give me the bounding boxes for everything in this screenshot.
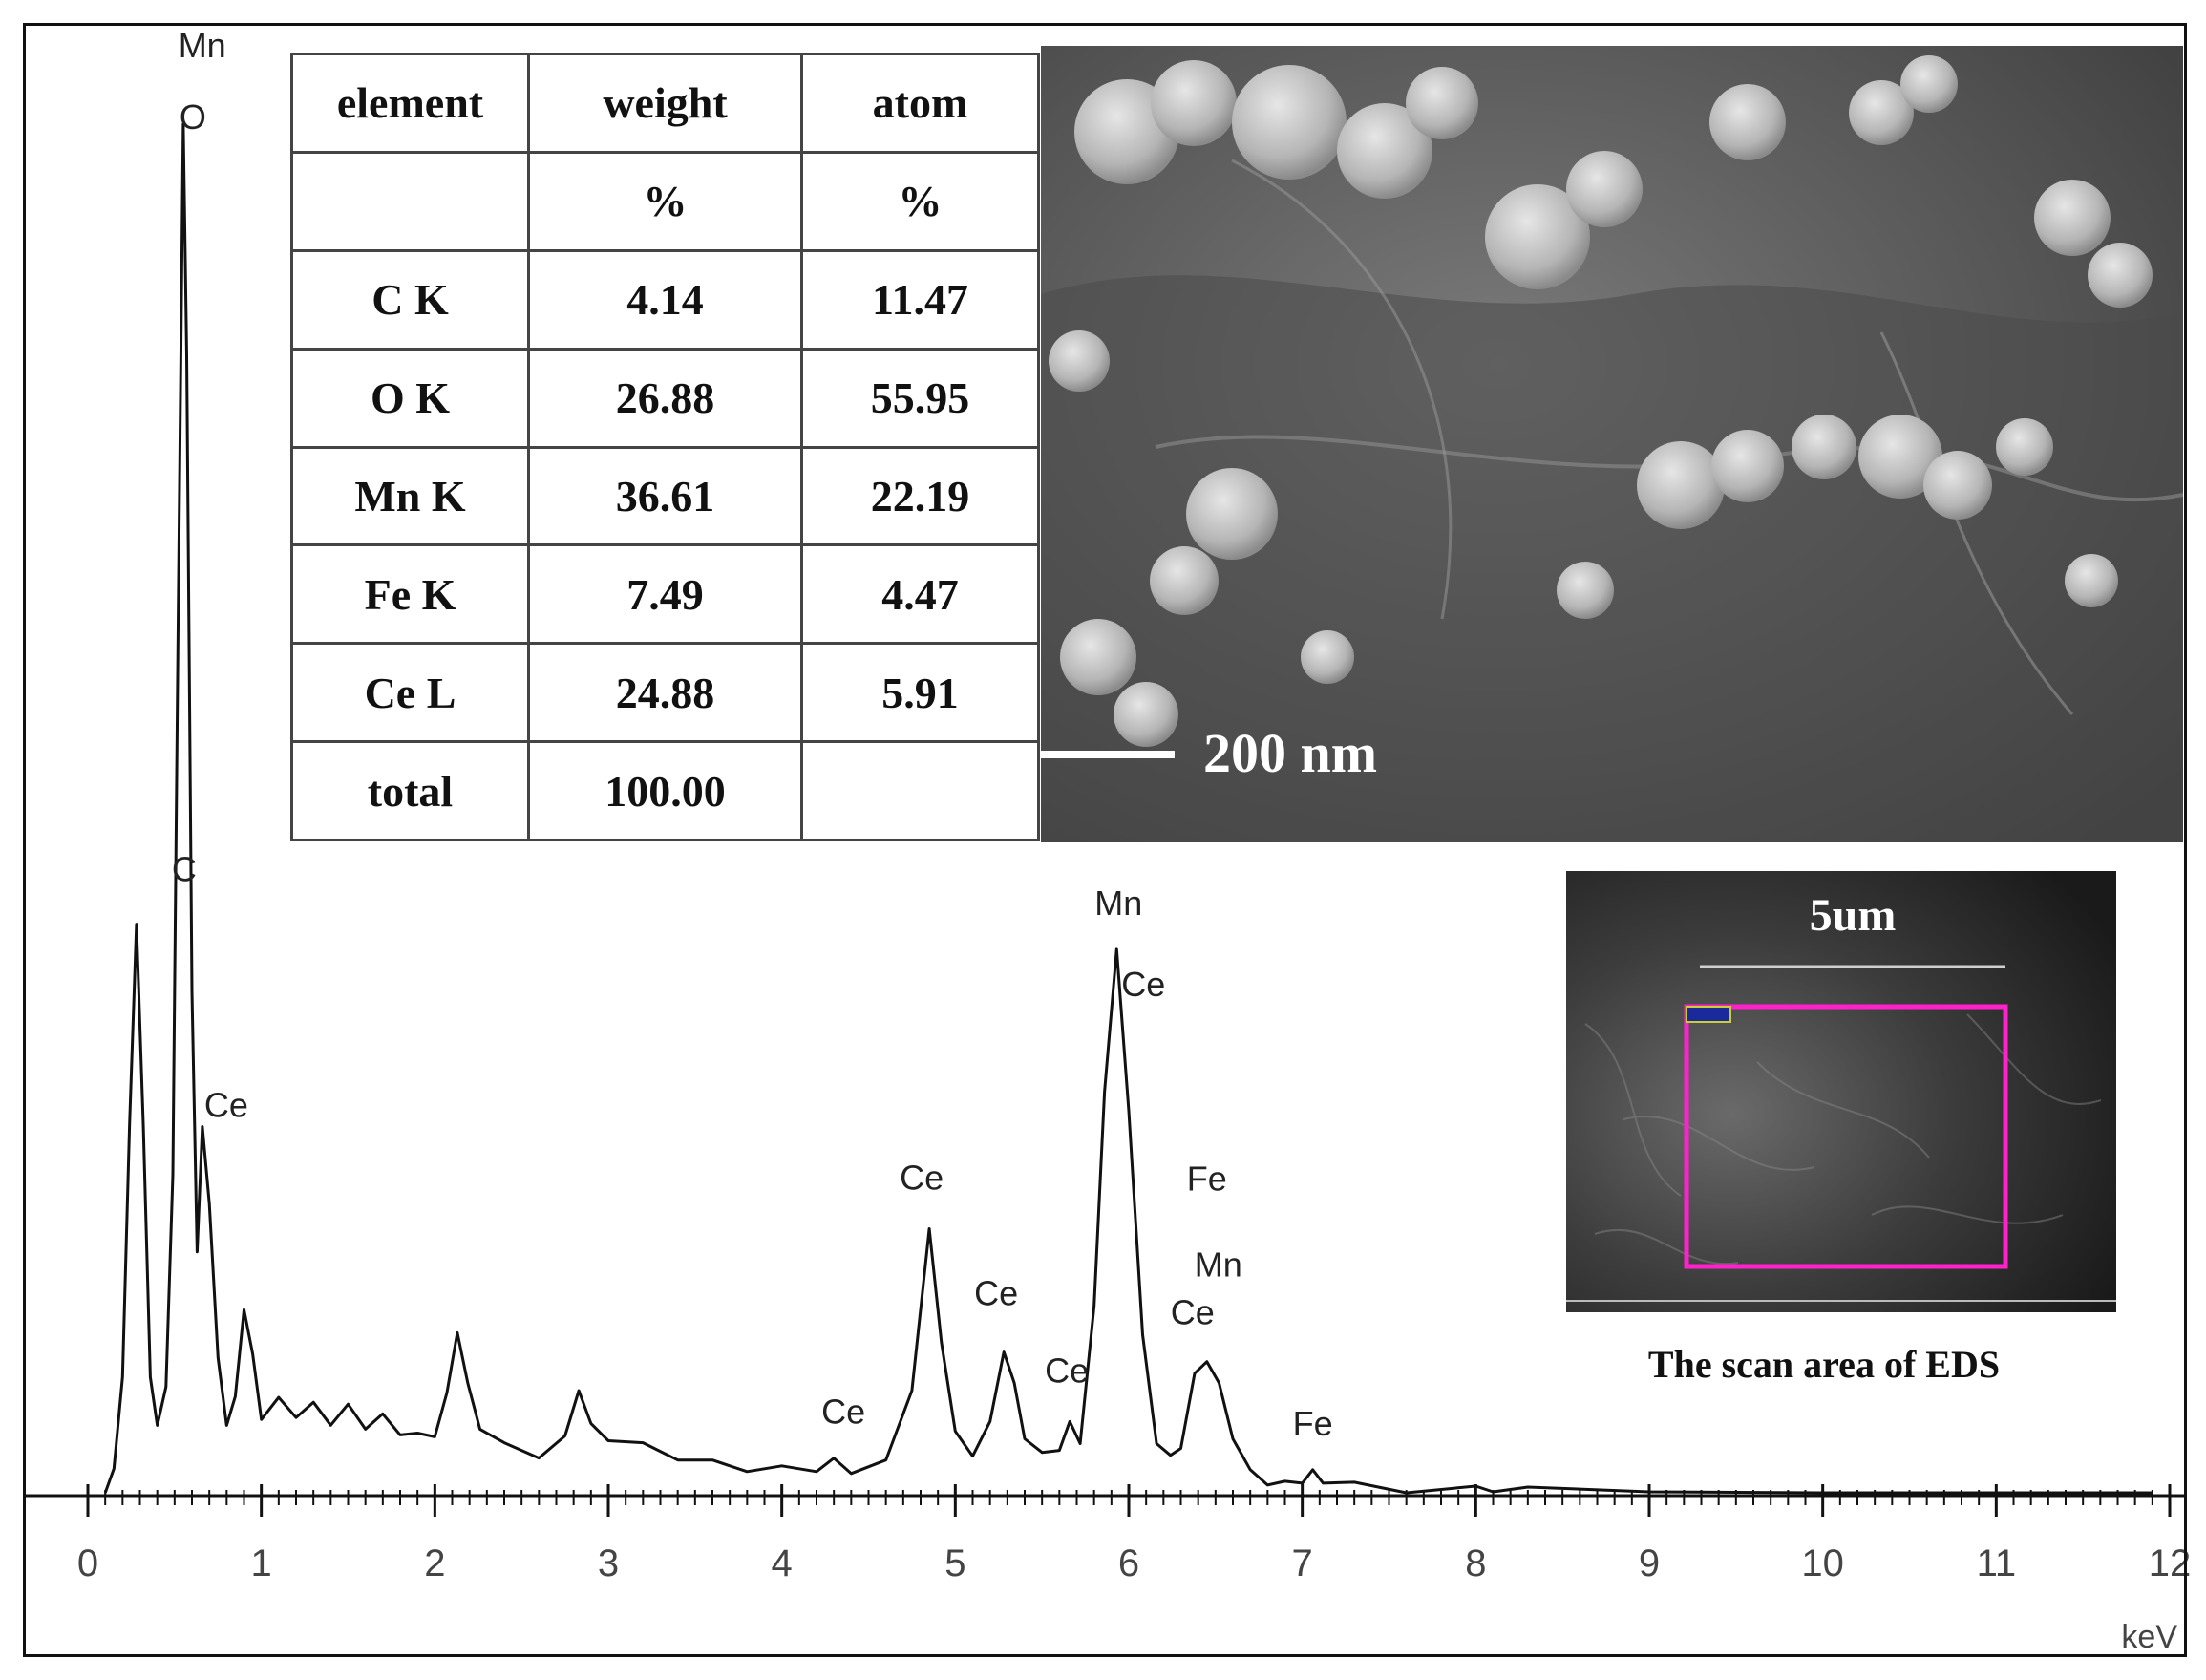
table-row: Fe K 7.49 4.47 <box>290 543 1040 646</box>
table-row: O K 26.88 55.95 <box>290 347 1040 449</box>
table-cell: 55.95 <box>800 347 1040 449</box>
table-header-cell: weight <box>527 53 803 154</box>
table-cell: O K <box>290 347 530 449</box>
scan-scale-label: 5um <box>1810 890 1897 941</box>
table-header-row: element weight atom <box>290 53 1040 154</box>
peak-labels: CFeMnOCeCeCeCeCeMnCeFeMnCeFe <box>172 26 1333 1443</box>
table-cell: Fe K <box>290 543 530 646</box>
sem-micrograph: 200 nm <box>1041 46 2183 842</box>
table-cell <box>800 740 1040 841</box>
peak-label: Fe <box>1293 1404 1333 1443</box>
table-unit-cell: % <box>527 150 803 252</box>
table-row: Mn K 36.61 22.19 <box>290 445 1040 547</box>
scan-marker <box>1686 1006 1731 1023</box>
peak-label: Ce <box>900 1159 944 1198</box>
table-cell: 5.91 <box>800 642 1040 744</box>
peak-label: Ce <box>821 1393 865 1432</box>
table-unit-cell <box>290 150 530 252</box>
scan-texture <box>1584 1013 2102 1265</box>
peak-label: Ce <box>1171 1293 1215 1332</box>
x-tick-label: 10 <box>1801 1542 1844 1584</box>
x-tick-label: 5 <box>944 1542 965 1584</box>
x-tick-label: 7 <box>1292 1542 1313 1584</box>
x-tick-labels: 0 1 2 3 4 5 6 7 8 9 10 11 12 <box>77 1542 2191 1584</box>
table-units-row: % % <box>290 150 1040 252</box>
table-header-cell: element <box>290 53 530 154</box>
table-cell: 4.47 <box>800 543 1040 646</box>
peak-label: Mn <box>179 26 226 65</box>
nanoparticle-cluster <box>1049 55 2153 747</box>
x-tick-label: 11 <box>1977 1542 2017 1584</box>
peak-label: C <box>172 850 197 889</box>
x-tick-label: 2 <box>424 1542 445 1584</box>
table-row: Ce L 24.88 5.91 <box>290 642 1040 744</box>
peak-label: Ce <box>974 1274 1018 1313</box>
figure-frame <box>23 23 2187 1657</box>
table-cell: 4.14 <box>527 248 803 351</box>
peak-label: Mn <box>1195 1245 1242 1285</box>
x-tick-label: 0 <box>77 1542 98 1584</box>
peak-label: Ce <box>1121 965 1165 1004</box>
scan-background <box>1566 871 2116 1312</box>
sem-sheet-texture <box>1231 159 1453 620</box>
table-row: total 100.00 <box>290 740 1040 841</box>
x-tick-label: 4 <box>772 1542 793 1584</box>
peak-label: Ce <box>1045 1350 1089 1390</box>
table-unit-cell: % <box>800 150 1040 252</box>
x-axis: 0 1 2 3 4 5 6 7 8 9 10 11 12 keV <box>23 1484 2191 1655</box>
table-cell: 22.19 <box>800 445 1040 547</box>
table-cell: Mn K <box>290 445 530 547</box>
x-tick-label: 6 <box>1118 1542 1139 1584</box>
scan-area-box <box>1684 1004 2008 1269</box>
x-tick-label: 3 <box>598 1542 619 1584</box>
table-cell: 7.49 <box>527 543 803 646</box>
sem-scale-label: 200 nm <box>1203 722 1377 784</box>
x-tick-label: 12 <box>2149 1542 2192 1584</box>
peak-label: O <box>180 97 206 137</box>
eds-scan-area-image: 5um <box>1566 871 2116 1312</box>
table-cell: 24.88 <box>527 642 803 744</box>
composition-table: element weight atom % % C K 4.14 11.47 O… <box>290 53 1040 841</box>
peak-label: Fe <box>1187 1159 1227 1199</box>
table-cell: 26.88 <box>527 347 803 449</box>
peak-label: Ce <box>204 1086 248 1125</box>
table-cell: total <box>290 740 530 841</box>
x-axis-label: keV <box>2121 1619 2177 1655</box>
table-header-cell: atom <box>800 53 1040 154</box>
table-cell: 100.00 <box>527 740 803 841</box>
x-tick-label: 9 <box>1639 1542 1660 1584</box>
peak-label: Mn <box>1094 883 1142 923</box>
table-cell: 11.47 <box>800 248 1040 351</box>
table-cell: C K <box>290 248 530 351</box>
x-tick-label: 1 <box>251 1542 272 1584</box>
table-row: C K 4.14 11.47 <box>290 248 1040 351</box>
x-tick-label: 8 <box>1465 1542 1486 1584</box>
scan-area-caption: The scan area of EDS <box>1647 1343 2001 1386</box>
table-cell: 36.61 <box>527 445 803 547</box>
table-cell: Ce L <box>290 642 530 744</box>
spectrum-line <box>103 122 2153 1495</box>
x-major-ticks <box>86 1484 2172 1517</box>
